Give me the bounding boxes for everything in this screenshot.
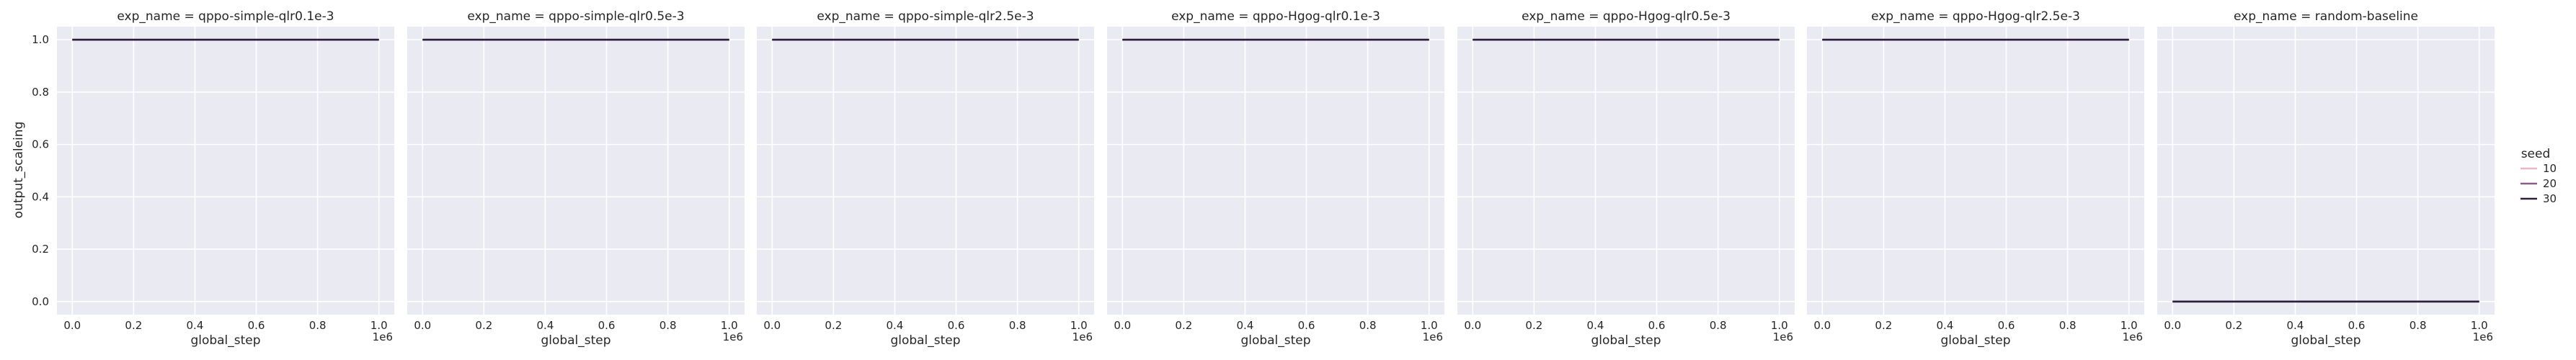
plot-area [1807,27,2144,315]
x-tick-label: 0.8 [1009,319,1026,332]
facet-title: exp_name = qppo-simple-qlr0.5e-3 [467,9,684,24]
plot-area [407,27,745,315]
facet-panel: exp_name = qppo-Hgog-qlr0.1e-3 0.0 0.2 0.4 0… [1107,9,1444,348]
x-tick-label: 0.8 [1710,319,1727,332]
facet-title: exp_name = qppo-simple-qlr0.1e-3 [117,9,334,24]
x-tick-label: 0.8 [1359,319,1377,332]
x-tick-label: 1.0 [2471,319,2488,332]
legend-item-seed-20: 20 [2521,177,2557,190]
x-tick-label: 0.4 [1587,319,1604,332]
x-tick-label: 0.0 [1114,319,1131,332]
x-tick-label: 0.0 [2164,319,2181,332]
legend-item-seed-10: 10 [2521,162,2557,175]
legend-item-seed-30: 30 [2521,192,2557,205]
x-offset-label: 1e6 [723,330,743,343]
x-tick-label: 1.0 [1771,319,1788,332]
plot-area [2157,27,2495,315]
legend: seed 10 20 30 [2521,147,2557,205]
facet-title: exp_name = random-baseline [2234,9,2418,24]
facet-title: exp_name = qppo-simple-qlr2.5e-3 [817,9,1034,24]
x-tick-label: 1.0 [1070,319,1088,332]
x-tick-label: 0.8 [659,319,677,332]
y-tick-label: 0.0 [32,295,49,308]
y-tick-label: 0.6 [32,138,49,151]
x-tick-label: 0.6 [1298,319,1315,332]
x-tick-label: 0.2 [1525,319,1542,332]
facet-panel: exp_name = random-baseline 0.0 0.2 0.4 0.6 0.… [2157,9,2495,348]
x-tick-label: 0.2 [2225,319,2242,332]
plot-area [1457,27,1795,315]
facet-title: exp_name = qppo-Hgog-qlr0.1e-3 [1171,9,1380,24]
x-offset-label: 1e6 [1423,330,1443,343]
facet-title: exp_name = qppo-Hgog-qlr2.5e-3 [1871,9,2080,24]
x-tick-label: 1.0 [1421,319,1438,332]
plot-area [1107,27,1444,315]
facet-panels: exp_name = qppo-simple-qlr0.1e-3 0.0 0.2 0.… [32,9,2495,348]
x-axis-label: global_step [541,333,610,348]
y-tick-label: 0.8 [32,86,49,99]
x-tick-label: 0.2 [475,319,492,332]
x-axis-label: global_step [890,333,960,348]
facet-panel: exp_name = qppo-Hgog-qlr0.5e-3 0.0 0.2 0.4 0… [1457,9,1795,348]
x-tick-label: 0.8 [309,319,327,332]
facet-title: exp_name = qppo-Hgog-qlr0.5e-3 [1522,9,1731,24]
legend-label: 30 [2543,192,2557,205]
y-tick-label: 0.2 [32,243,49,256]
x-tick-label: 0.0 [763,319,781,332]
x-tick-label: 0.4 [187,319,204,332]
x-tick-label: 0.4 [1237,319,1254,332]
x-tick-label: 0.4 [2287,319,2304,332]
legend-label: 20 [2543,177,2557,190]
y-axis-label: output_scaleing [12,122,26,219]
x-tick-label: 0.2 [125,319,142,332]
facet-panel: exp_name = qppo-simple-qlr0.1e-3 0.0 0.2 0.… [32,9,394,348]
x-offset-label: 1e6 [2123,330,2143,343]
x-axis-label: global_step [1240,333,1310,348]
plot-area [57,27,394,315]
plot-area [757,27,1094,315]
x-tick-label: 0.6 [948,319,965,332]
x-tick-label: 0.0 [1813,319,1831,332]
legend-label: 10 [2543,162,2557,175]
facet-panel: exp_name = qppo-simple-qlr0.5e-3 0.0 0.2 0.… [407,9,745,348]
x-tick-label: 0.6 [598,319,616,332]
x-tick-label: 0.0 [1464,319,1481,332]
x-offset-label: 1e6 [373,330,393,343]
legend-entries: 10 20 30 [2521,162,2557,205]
x-tick-label: 0.4 [1937,319,1954,332]
x-tick-label: 1.0 [2120,319,2138,332]
facet-panel: exp_name = qppo-Hgog-qlr2.5e-3 0.0 0.2 0.4 0… [1807,9,2144,348]
x-tick-label: 0.6 [2348,319,2366,332]
x-tick-label: 0.2 [1875,319,1892,332]
x-tick-label: 0.6 [248,319,265,332]
x-tick-label: 0.6 [1648,319,1666,332]
legend-title: seed [2521,147,2551,161]
x-offset-label: 1e6 [1072,330,1093,343]
y-tick-label: 1.0 [32,33,49,46]
x-offset-label: 1e6 [1773,330,1793,343]
x-tick-label: 0.0 [63,319,81,332]
x-tick-label: 1.0 [370,319,388,332]
x-axis-label: global_step [1940,333,2010,348]
x-tick-label: 0.8 [2410,319,2427,332]
x-axis-label: global_step [190,333,260,348]
x-tick-label: 0.6 [1998,319,2015,332]
y-tick-label: 0.4 [32,190,49,203]
x-tick-label: 0.8 [2059,319,2077,332]
x-axis-label: global_step [2291,333,2360,348]
x-tick-label: 0.4 [537,319,554,332]
x-tick-label: 0.0 [414,319,431,332]
x-axis-label: global_step [1591,333,1661,348]
x-tick-label: 0.2 [825,319,842,332]
x-tick-label: 1.0 [721,319,738,332]
x-tick-label: 0.2 [1175,319,1192,332]
x-tick-label: 0.4 [887,319,904,332]
facet-panel: exp_name = qppo-simple-qlr2.5e-3 0.0 0.2 0.… [757,9,1094,348]
x-offset-label: 1e6 [2473,330,2493,343]
